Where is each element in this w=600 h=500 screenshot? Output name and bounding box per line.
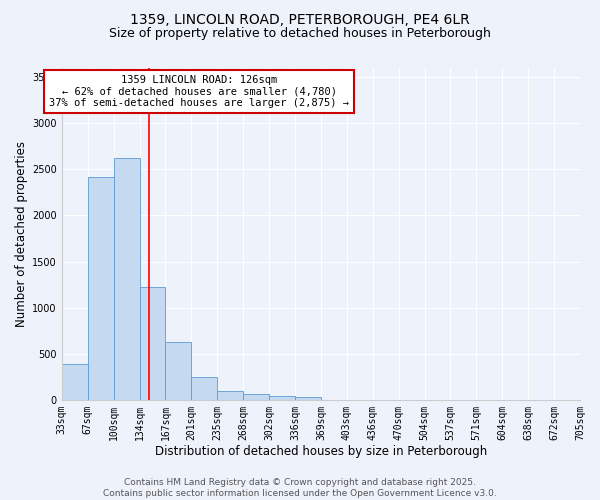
Bar [88, 176, 113, 400]
Text: 1359, LINCOLN ROAD, PETERBOROUGH, PE4 6LR: 1359, LINCOLN ROAD, PETERBOROUGH, PE4 6L… [130, 12, 470, 26]
Text: Contains HM Land Registry data © Crown copyright and database right 2025.
Contai: Contains HM Land Registry data © Crown c… [103, 478, 497, 498]
Bar [217, 391, 243, 400]
Bar [140, 286, 166, 400]
Bar [62, 364, 88, 400]
Bar [243, 394, 269, 400]
X-axis label: Distribution of detached houses by size in Peterborough: Distribution of detached houses by size … [155, 444, 487, 458]
Bar [191, 376, 217, 400]
Y-axis label: Number of detached properties: Number of detached properties [15, 141, 28, 327]
Bar [269, 396, 295, 400]
Text: Size of property relative to detached houses in Peterborough: Size of property relative to detached ho… [109, 28, 491, 40]
Text: 1359 LINCOLN ROAD: 126sqm
← 62% of detached houses are smaller (4,780)
37% of se: 1359 LINCOLN ROAD: 126sqm ← 62% of detac… [49, 75, 349, 108]
Bar [295, 398, 321, 400]
Bar [166, 342, 191, 400]
Bar [113, 158, 140, 400]
